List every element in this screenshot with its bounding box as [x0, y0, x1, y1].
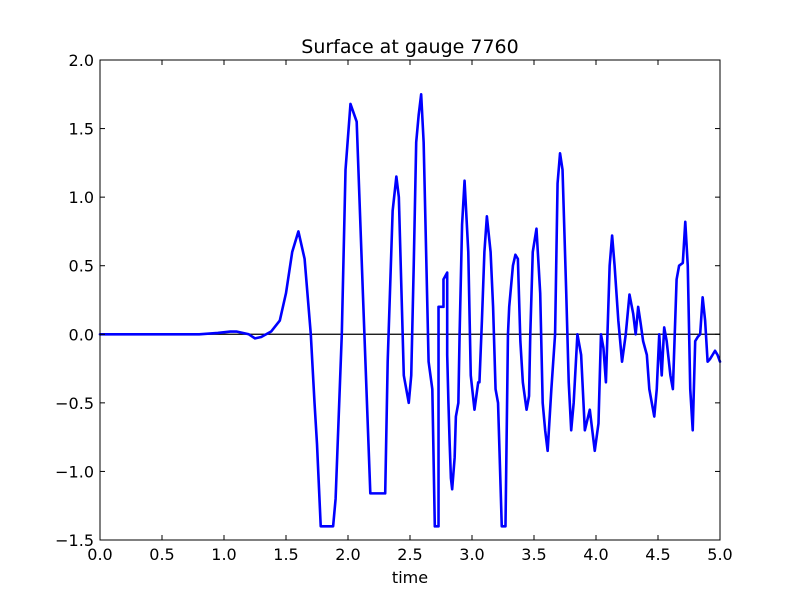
x-tick-label: 1.5 [273, 545, 298, 564]
x-tick-label: 3.0 [459, 545, 484, 564]
x-tick-label: 0.0 [87, 545, 112, 564]
x-tick-label: 2.0 [335, 545, 360, 564]
tick-layer: 0.0 0.5 1.0 1.5 2.0 2.5 3.0 3.5 4.0 4.5 5.0 −1.5 −1.… [55, 51, 733, 564]
y-tick-label: 1.5 [69, 120, 94, 139]
y-tick-label: 0.0 [69, 325, 94, 344]
series-line-0 [98, 92, 722, 528]
x-tick-label: 4.0 [583, 545, 608, 564]
x-tick-label: 3.5 [521, 545, 546, 564]
y-tick-label: 1.0 [69, 188, 94, 207]
series-layer [98, 92, 722, 528]
y-tick-label: −1.5 [55, 531, 94, 550]
plot-frame [99, 59, 721, 541]
x-tick-label: 0.5 [149, 545, 174, 564]
x-tick-label: 1.0 [211, 545, 236, 564]
y-tick-label: −1.0 [55, 462, 94, 481]
x-tick-label: 4.5 [645, 545, 670, 564]
x-tick-label: 2.5 [397, 545, 422, 564]
y-tick-label: −0.5 [55, 394, 94, 413]
y-tick-label: 0.5 [69, 257, 94, 276]
x-axis-label: time [392, 568, 428, 587]
x-tick-label: 5.0 [707, 545, 732, 564]
y-tick-label: 2.0 [69, 51, 94, 70]
chart-title: Surface at gauge 7760 [301, 36, 518, 58]
